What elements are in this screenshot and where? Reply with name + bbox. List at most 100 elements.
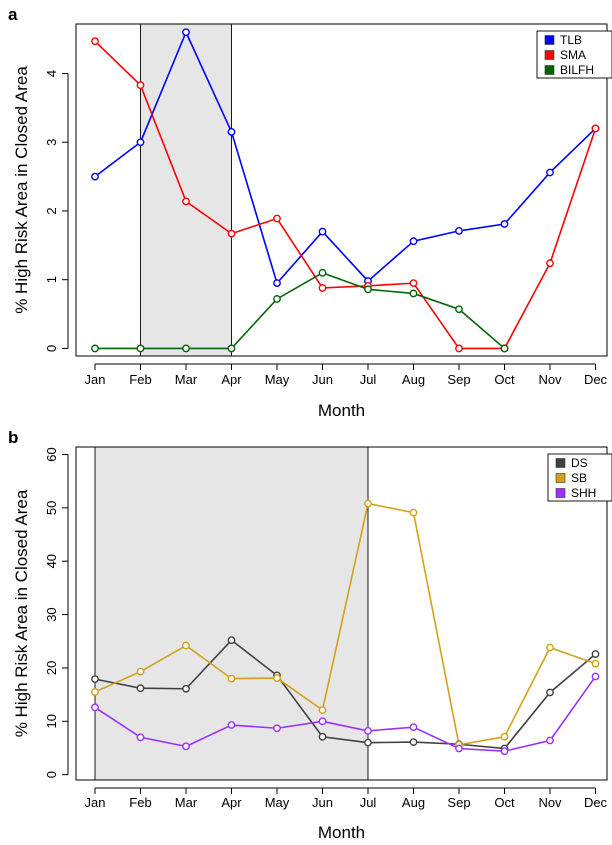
b-series-line-shh: [94, 676, 597, 752]
b-y-tick-label: 10: [44, 714, 59, 728]
b-legend-label-shh: SHH: [571, 486, 596, 500]
b-data-point-sb: [182, 641, 190, 650]
a-data-point-bilfh: [136, 344, 145, 353]
b-data-point-ds: [409, 738, 418, 747]
panel-b-x-axis: Jan Feb Mar Apr May Jun Jul Aug Sep Oct Nov Dec: [85, 787, 608, 810]
a-data-point-tlb: [318, 227, 327, 236]
b-data-point-ds: [318, 732, 327, 741]
b-x-tick-label: Jul: [360, 795, 377, 810]
a-data-point-bilfh: [455, 305, 463, 314]
a-data-point-sma: [227, 229, 236, 238]
a-data-point-sma: [318, 284, 327, 292]
panel-b-plot-frame: [75, 446, 608, 781]
a-y-tick-label: 1: [44, 276, 59, 283]
a-data-point-tlb: [409, 237, 418, 246]
a-data-point-sma: [182, 197, 190, 206]
b-y-tick-label: 40: [44, 554, 59, 568]
a-data-point-tlb: [136, 138, 145, 147]
b-x-tick-label: Dec: [584, 795, 608, 810]
b-data-point-shh: [136, 733, 145, 742]
b-data-point-shh: [91, 703, 99, 712]
a-x-tick-label: Dec: [584, 372, 608, 387]
a-series-line-bilfh: [95, 271, 506, 350]
b-x-tick-label: Oct: [494, 795, 515, 810]
panel-b-label: b: [8, 428, 18, 447]
b-x-tick-label: Aug: [402, 795, 425, 810]
b-data-point-shh: [500, 747, 509, 756]
a-x-tick-label: Nov: [538, 372, 562, 387]
b-y-tick-label: 0: [44, 771, 59, 778]
b-data-point-shh: [364, 727, 372, 735]
b-data-point-sb: [136, 667, 145, 676]
a-y-tick-label: 3: [44, 139, 59, 146]
b-data-point-shh: [546, 736, 554, 745]
a-data-point-bilfh: [273, 295, 281, 303]
a-series-line-sma: [94, 40, 597, 350]
a-x-tick-label: Mar: [175, 372, 198, 387]
b-series-line-sb: [94, 502, 596, 746]
b-data-point-shh: [318, 717, 327, 726]
panel-b-y-axis-title: % High Risk Area in Closed Area: [12, 489, 31, 737]
a-y-tick-label: 2: [44, 207, 59, 214]
panel-a-plot-frame: [75, 23, 608, 357]
panel-b-x-axis-title: Month: [318, 823, 365, 842]
a-x-tick-label: Jun: [312, 372, 333, 387]
a-data-point-sma: [91, 37, 99, 46]
panel-a-x-axis: Jan Feb Mar Apr May Jun Jul Aug Sep Oct Nov Dec: [85, 363, 608, 387]
a-legend-label-sma: SMA: [560, 48, 586, 62]
panel-b-shaded-region: [94, 446, 369, 781]
b-data-point-sb: [273, 674, 281, 682]
panel-a-y-axis-title: % High Risk Area in Closed Area: [12, 66, 31, 314]
a-data-point-bilfh: [409, 289, 418, 298]
panel-b-series-points: [91, 499, 600, 756]
b-legend-swatch-ds: [555, 458, 566, 468]
b-data-point-sb: [546, 643, 554, 652]
a-series-line-tlb: [94, 30, 597, 285]
a-data-point-bilfh: [500, 344, 509, 353]
a-data-point-sma: [136, 81, 145, 90]
panel-a-shaded-region: [140, 23, 232, 357]
panel-b-series-lines: [94, 502, 597, 752]
b-x-tick-label: Nov: [538, 795, 562, 810]
a-data-point-tlb: [182, 28, 190, 37]
b-legend-swatch-sb: [555, 473, 566, 483]
b-data-point-sb: [227, 674, 236, 683]
a-data-point-tlb: [227, 128, 236, 136]
a-y-tick-label: 4: [44, 70, 59, 77]
b-data-point-shh: [455, 744, 463, 753]
b-legend-label-sb: SB: [571, 471, 587, 485]
panel-a-x-axis-title: Month: [318, 401, 365, 420]
a-data-point-tlb: [546, 168, 554, 177]
a-data-point-sma: [273, 214, 281, 223]
panel-a-series-lines: [94, 30, 597, 350]
panel-a-y-axis: 0 1 2 3 4: [44, 70, 69, 352]
b-data-point-shh: [227, 721, 236, 729]
a-x-tick-label: Feb: [129, 372, 151, 387]
a-x-tick-label: Oct: [494, 372, 515, 387]
a-x-tick-label: Sep: [447, 372, 470, 387]
a-legend-label-tlb: TLB: [560, 33, 582, 47]
a-data-point-sma: [409, 279, 418, 288]
b-data-point-ds: [546, 688, 554, 697]
b-data-point-shh: [409, 723, 418, 732]
panel-a-label: a: [8, 5, 18, 24]
b-y-tick-label: 50: [44, 501, 59, 515]
a-data-point-tlb: [455, 226, 463, 235]
b-y-tick-label: 60: [44, 447, 59, 461]
b-data-point-sb: [91, 688, 99, 696]
b-y-tick-label: 30: [44, 607, 59, 621]
b-series-line-ds: [94, 639, 597, 750]
a-data-point-bilfh: [318, 268, 327, 277]
a-data-point-tlb: [500, 220, 509, 228]
a-y-tick-label: 0: [44, 345, 59, 352]
b-data-point-ds: [91, 675, 99, 684]
a-x-tick-label: Jan: [85, 372, 106, 387]
panel-b-y-axis: 0 10 20 30 40 50 60: [44, 447, 69, 778]
b-x-tick-label: Sep: [447, 795, 470, 810]
a-data-point-sma: [591, 124, 600, 133]
a-legend-label-bilfh: BILFH: [560, 63, 594, 77]
b-x-tick-label: Mar: [175, 795, 198, 810]
a-x-tick-label: Aug: [402, 372, 425, 387]
b-data-point-shh: [273, 724, 281, 733]
